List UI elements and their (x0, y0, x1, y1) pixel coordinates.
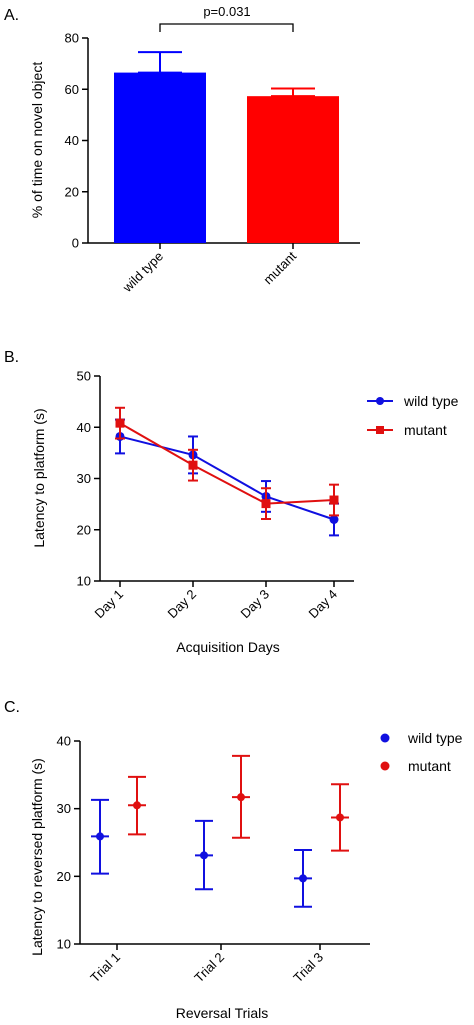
bar (114, 72, 206, 243)
data-point (96, 832, 104, 841)
panel-b-x-axis: Day 1 Day 2 Day 3 Day 4 (91, 580, 354, 622)
series-line (119, 435, 335, 521)
data-point (188, 460, 198, 470)
panel-a-y-axis: 0 20 40 60 80 (65, 31, 89, 251)
panel-c-x-axis: Trial 1 Trial 2 Trial 3 (80, 943, 370, 986)
data-point (115, 418, 125, 428)
y-tick-label: 20 (57, 869, 71, 884)
x-tick-label: wild type (119, 249, 166, 296)
x-tick-label: Day 3 (237, 587, 272, 622)
panel-b: B. Latency to platform (s) 10 20 30 40 50 Da… (4, 349, 459, 655)
x-tick-label: Trial 3 (290, 950, 326, 986)
panel-b-legend: wild type mutant (367, 393, 459, 438)
legend-label-mutant: mutant (408, 758, 451, 774)
legend-marker-square (376, 426, 384, 434)
panel-b-series (115, 406, 339, 537)
series-line (119, 422, 335, 505)
panel-b-y-axis-title: Latency to platform (s) (31, 408, 47, 547)
significance-annotation: p=0.031 (203, 4, 250, 19)
y-tick-label: 50 (77, 369, 91, 384)
data-point (329, 515, 339, 524)
data-point (133, 801, 141, 810)
y-tick-label: 20 (65, 184, 79, 199)
legend-marker-circle (380, 761, 390, 771)
y-tick-label: 10 (77, 574, 91, 589)
legend-marker-circle (380, 733, 390, 743)
y-tick-label: 60 (65, 82, 79, 97)
data-point (299, 874, 307, 883)
legend-item-wild-type: wild type (367, 393, 459, 409)
legend-label-mutant: mutant (404, 422, 447, 438)
x-tick-label: Day 4 (305, 587, 340, 622)
y-tick-label: 80 (65, 31, 79, 46)
panel-a-y-axis-title: % of time on novel object (29, 62, 45, 219)
x-tick-label: Trial 2 (191, 950, 227, 986)
panel-c-y-axis-title: Latency to reversed platform (s) (29, 758, 45, 956)
legend-marker-circle (376, 397, 384, 405)
panel-c-legend: wild type mutant (380, 730, 463, 774)
panel-a-x-axis: wild type mutant (88, 242, 360, 296)
legend-item-wild-type: wild type (380, 730, 463, 746)
panel-c-label: C. (4, 699, 20, 716)
data-point (329, 495, 339, 505)
significance-bracket: p=0.031 (159, 4, 294, 32)
y-tick-label: 40 (77, 420, 91, 435)
legend-label-wild-type: wild type (407, 730, 463, 746)
panel-c: C. Latency to reversed platform (s) 10 20… (4, 699, 463, 1021)
y-tick-label: 30 (77, 471, 91, 486)
data-point (261, 499, 271, 509)
x-tick-label: Day 1 (91, 587, 126, 622)
legend-label-wild-type: wild type (403, 393, 459, 409)
data-point (237, 793, 245, 802)
panel-a: A. % of time on novel object 0 20 40 60 80 w… (4, 4, 360, 296)
panel-a-bars (114, 51, 339, 243)
y-tick-label: 30 (57, 801, 71, 816)
bar (247, 96, 339, 243)
panel-b-label: B. (4, 349, 19, 366)
panel-b-y-axis: 10 20 30 40 50 (77, 369, 101, 589)
panel-c-x-axis-title: Reversal Trials (176, 1005, 269, 1021)
y-tick-label: 20 (77, 522, 91, 537)
panel-b-x-axis-title: Acquisition Days (176, 639, 280, 655)
panel-a-label: A. (4, 7, 19, 24)
data-point (200, 851, 208, 860)
panel-c-y-axis: 10 20 30 40 (57, 734, 81, 952)
x-tick-label: mutant (260, 248, 299, 287)
legend-item-mutant: mutant (380, 758, 451, 774)
x-tick-label: Day 2 (164, 587, 199, 622)
x-tick-label: Trial 1 (87, 950, 123, 986)
legend-item-mutant: mutant (367, 422, 447, 438)
y-tick-label: 40 (57, 734, 71, 749)
y-tick-label: 40 (65, 133, 79, 148)
y-tick-label: 0 (72, 236, 79, 251)
data-point (336, 813, 344, 822)
y-tick-label: 10 (57, 937, 71, 952)
panel-c-series (91, 754, 349, 908)
